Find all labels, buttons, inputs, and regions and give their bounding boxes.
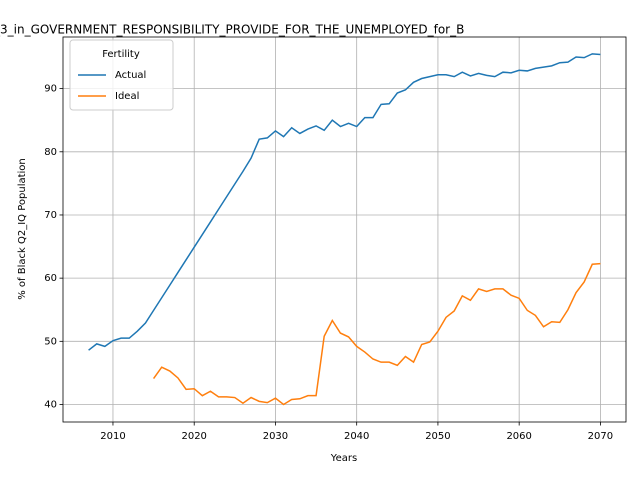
plot-frame [62,36,627,423]
y-tick-label: 60 [44,273,57,284]
x-tick-label: 2040 [344,431,369,442]
line-series [152,262,601,406]
line-series [88,53,601,351]
legend-label: Actual [115,70,146,81]
x-tick-label: 2010 [100,431,125,442]
y-tick-label: 50 [44,336,57,347]
legend-title: Fertility [102,49,140,60]
y-axis-label: % of Black Q2_IQ Population [17,158,28,300]
x-tick-label: 2030 [263,431,288,442]
legend-box [69,39,174,111]
y-tick-label: 70 [44,210,57,221]
x-tick-label: 2050 [425,431,450,442]
chart-title: _3_in_GOVERNMENT_RESPONSIBILITY_PROVIDE_… [0,23,464,37]
x-tick-label: 2060 [506,431,531,442]
legend-label: Ideal [115,91,139,102]
x-tick-label: 2020 [181,431,206,442]
y-tick-label: 80 [44,147,57,158]
y-tick-label: 90 [44,84,57,95]
x-axis-label: Years [330,453,357,464]
x-tick-label: 2070 [588,431,613,442]
y-tick-label: 40 [44,400,57,411]
